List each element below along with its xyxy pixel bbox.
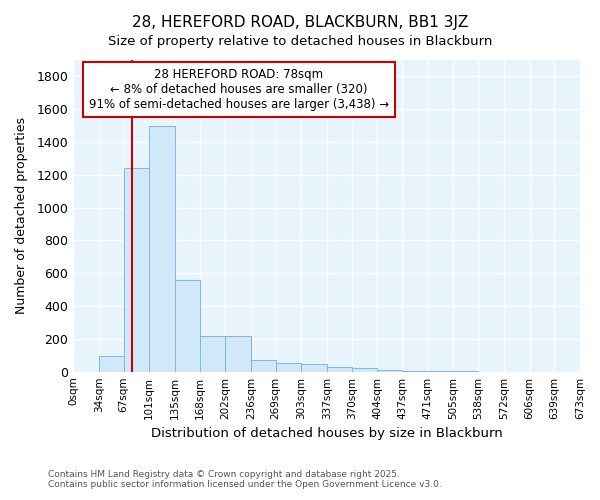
Y-axis label: Number of detached properties: Number of detached properties <box>15 118 28 314</box>
Text: Size of property relative to detached houses in Blackburn: Size of property relative to detached ho… <box>108 35 492 48</box>
Bar <box>327 367 352 372</box>
Bar <box>98 356 124 372</box>
Text: Contains HM Land Registry data © Crown copyright and database right 2025.
Contai: Contains HM Land Registry data © Crown c… <box>48 470 442 489</box>
Bar <box>225 336 251 372</box>
Bar <box>301 364 327 372</box>
Text: 28, HEREFORD ROAD, BLACKBURN, BB1 3JZ: 28, HEREFORD ROAD, BLACKBURN, BB1 3JZ <box>132 15 468 30</box>
X-axis label: Distribution of detached houses by size in Blackburn: Distribution of detached houses by size … <box>151 427 502 440</box>
Bar <box>352 368 377 372</box>
Bar <box>402 371 428 372</box>
Bar <box>251 360 275 372</box>
Bar <box>377 370 402 372</box>
Bar <box>175 280 200 372</box>
Bar <box>149 126 175 372</box>
Text: 28 HEREFORD ROAD: 78sqm
← 8% of detached houses are smaller (320)
91% of semi-de: 28 HEREFORD ROAD: 78sqm ← 8% of detached… <box>89 68 389 111</box>
Bar <box>124 168 149 372</box>
Bar <box>200 336 225 372</box>
Bar <box>275 364 301 372</box>
